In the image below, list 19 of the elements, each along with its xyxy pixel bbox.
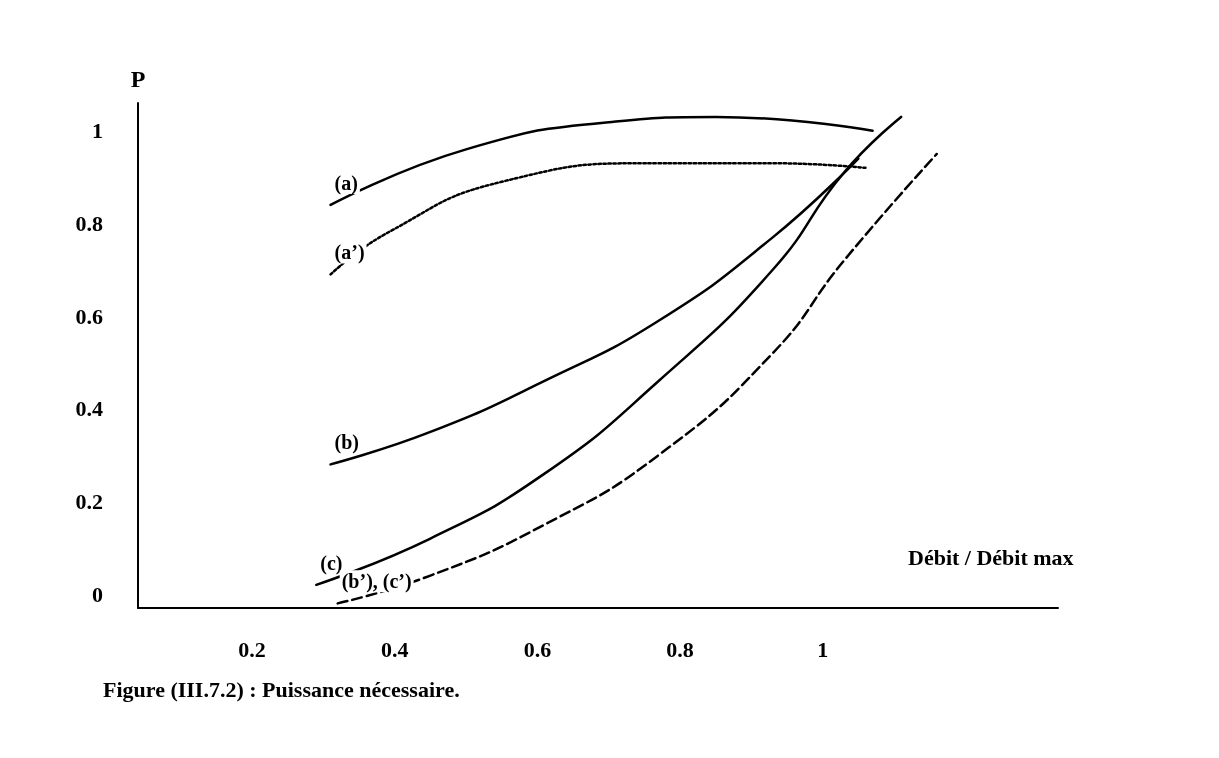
y-tick-label: 0.8: [75, 210, 103, 236]
series-label: (b’), (c’): [341, 570, 412, 594]
y-tick-label: 1: [92, 118, 103, 144]
x-tick-label: 0.8: [666, 636, 694, 662]
x-tick-label: 0.4: [380, 636, 409, 662]
x-axis-title: Débit / Débit max: [908, 544, 1074, 570]
y-tick-label: 0: [92, 581, 103, 607]
series-label: (b): [334, 431, 360, 455]
x-tick-label: 0.6: [523, 636, 552, 662]
x-tick-label: 1: [817, 636, 829, 662]
series-label: (a): [334, 171, 358, 195]
series-label: (c): [320, 551, 343, 575]
y-tick-label: 0.4: [75, 396, 103, 422]
y-tick-label: 0.2: [75, 488, 103, 514]
y-axis-title: P: [130, 66, 146, 92]
x-tick-label: 0.2: [238, 636, 266, 662]
text: Figure (III.7.2) : Puissance nécessaire.: [103, 676, 460, 702]
series-label: (a’): [334, 241, 365, 265]
y-tick-label: 0.6: [75, 303, 103, 329]
